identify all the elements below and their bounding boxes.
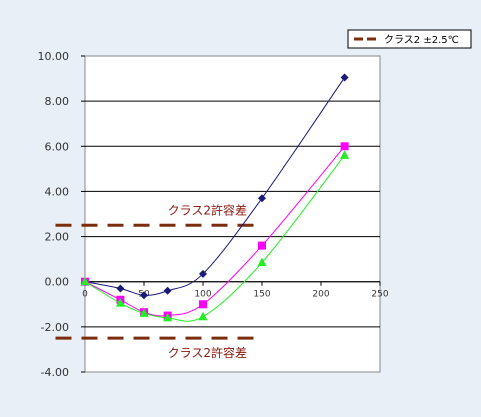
legend-box bbox=[347, 29, 472, 49]
y-tick-label: 10.00 bbox=[38, 50, 70, 63]
data-point bbox=[163, 286, 172, 295]
data-point bbox=[198, 311, 208, 321]
data-point bbox=[116, 284, 125, 293]
data-point bbox=[163, 312, 173, 322]
data-point bbox=[80, 276, 90, 286]
data-point bbox=[140, 291, 148, 300]
data-point bbox=[258, 241, 266, 250]
y-tick-label: -2.00 bbox=[41, 321, 69, 334]
data-point bbox=[340, 73, 349, 82]
data-point bbox=[340, 150, 350, 159]
y-tick-label: 8.00 bbox=[45, 95, 70, 108]
data-point bbox=[340, 142, 349, 151]
x-tick-label: 150 bbox=[253, 290, 270, 300]
x-tick-label: 250 bbox=[371, 290, 388, 300]
y-tick-label: 2.00 bbox=[45, 231, 70, 244]
y-tick-label: 0.00 bbox=[45, 276, 70, 289]
y-tick-label: 6.00 bbox=[45, 140, 70, 153]
data-point bbox=[199, 300, 207, 309]
plot-area bbox=[84, 55, 381, 373]
x-tick-label: 0 bbox=[82, 290, 88, 300]
tolerance-label: クラス2許容差 bbox=[168, 345, 247, 360]
data-point bbox=[199, 269, 207, 278]
y-tick-label: -4.00 bbox=[41, 366, 69, 379]
x-tick-label: 100 bbox=[194, 290, 211, 300]
data-point bbox=[139, 308, 149, 317]
x-tick-label: 200 bbox=[312, 290, 329, 300]
data-point bbox=[257, 257, 267, 267]
data-point bbox=[258, 194, 266, 203]
legend-label: クラス2 ±2.5℃ bbox=[384, 34, 459, 46]
y-tick-label: 4.00 bbox=[45, 185, 70, 198]
data-point bbox=[115, 298, 125, 307]
tolerance-label: クラス2許容差 bbox=[168, 203, 247, 218]
